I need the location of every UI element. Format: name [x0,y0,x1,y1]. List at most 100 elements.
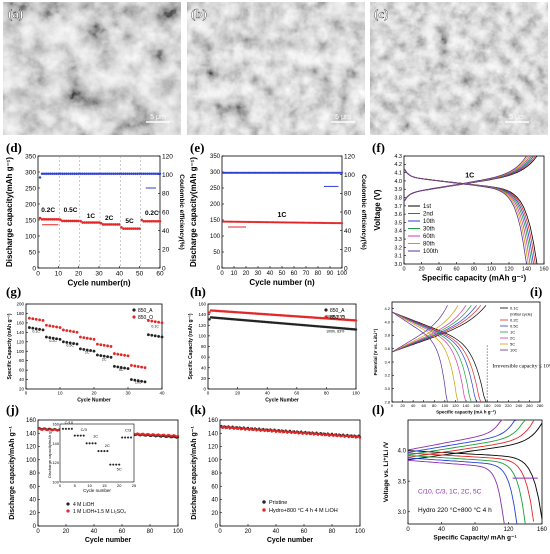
x-axis-label: Cycle Number [77,398,111,404]
discharge-curve [407,455,526,525]
y-tick-label: 60 [29,484,36,490]
inset-point [100,450,103,453]
rate-point [92,349,96,353]
legend-label: 850_O [330,315,345,321]
cycle-point [347,435,350,439]
x-axis-label: Cycle number (n) [249,278,315,287]
y-tick-label: 160 [26,418,37,424]
x-tick-label: 120 [503,527,514,533]
efficiency-point [154,172,158,175]
legend-marker [66,502,70,506]
y-axis-label: Discharge capacity(mAh g⁻¹) [189,157,198,267]
y-tick-label: 200 [16,302,24,307]
x-tick-label: 40 [159,391,165,396]
cycle-point [238,426,241,429]
legend-label: 2C [510,336,515,341]
rate-point [72,342,76,345]
y2-tick-label: 60 [162,209,170,216]
rate-point [157,334,161,338]
y-tick-label: 60 [211,484,218,490]
y2-tick-label: 40 [344,228,352,235]
capacity-point [158,219,162,223]
sem-panel-b: 5 μm (b) [187,2,365,135]
x-axis-label: Cycle Number [265,398,299,404]
inset-point [91,442,94,445]
efficiency-point [140,172,143,175]
rate-point [133,364,137,368]
inset-annotation: 5C [117,466,122,471]
rate-point [27,326,31,330]
y-tick-label: 3.6 [384,346,390,351]
inset-x-tick: 25 [132,483,137,488]
charge-curve [407,419,518,453]
rate-point [51,336,55,340]
discharge-curve [391,311,459,403]
x-tick-label: 50 [279,271,286,277]
cycle-point [208,318,211,321]
rate-point [85,336,89,340]
y-tick-label: 60 [201,355,207,360]
legend-label: 1st [423,204,431,210]
y-tick-label: 3.5 [398,479,407,485]
cycle-point [249,427,252,430]
y-tick-label: 4.1 [394,171,402,177]
x-tick-label: 0 [36,271,40,278]
legend-label: 60th [423,234,435,240]
x-tick-label: 20 [418,267,424,273]
rate-point [34,327,38,331]
x-tick-label: 80 [432,403,437,408]
inset-y-tick: 160 [52,422,59,427]
efficiency-point [73,172,76,175]
x-axis-label: Cycle number(n) [67,279,130,288]
efficiency-point [55,172,58,175]
x-tick-label: 0 [406,527,410,533]
charge-curve [391,305,448,353]
x-tick-label: 10 [55,271,63,278]
rate-point [48,336,52,340]
efficiency-point [40,172,44,175]
x-tick-label: 30 [95,271,103,278]
y-axis-label: Specific Capacity (mAh g⁻¹) [188,313,194,379]
rate-point [157,320,161,324]
cycle-point [227,426,230,429]
y-axis-label: Specific Capacity (mAh g⁻¹) [7,313,13,379]
rate-point [68,329,72,333]
efficiency-point [146,172,150,175]
x-tick-label: 60 [291,271,298,277]
efficiency-point [57,172,60,175]
cycle-point [284,430,287,433]
x-tick-label: 40 [116,271,124,278]
efficiency-point [69,172,72,175]
x-tick-label: 120 [452,403,459,408]
legend-label: 30th [423,227,435,233]
y-tick-label: 160 [16,320,24,325]
capacity-point [38,216,42,220]
efficiency-point [85,172,89,175]
y-tick-label: 60 [19,368,25,373]
rate-label: 0.1C [151,325,159,329]
inset-point [109,463,112,466]
inset-annotation: 1C [93,434,98,439]
x-tick-label: 80 [315,271,322,277]
panel-label-d: (d) [6,140,22,155]
rate-point [123,366,127,370]
rate-point [119,353,123,357]
cycle-point [358,436,362,440]
efficiency-point [148,172,152,175]
legend-label: 850_A [138,308,153,314]
chart-l: 0 40 80 120 160 3.0 3.5 4.0 Specific Capacity/ m… [383,419,548,542]
charge-curve-100th [403,155,527,202]
y-tick-label: 0 [217,266,221,272]
cycle-point [265,428,268,431]
y2-axis-label: Coulombic efficiency(%) [178,174,185,249]
cycle-point [253,427,257,431]
rate-point [78,347,82,351]
y-tick-label: 4.0 [398,449,407,455]
legend-label: 100th [423,249,438,255]
y-tick-label: 3.4 [384,359,390,364]
y2-tick-label: 20 [344,247,352,254]
annotation: 100th, 87% [326,314,345,318]
y-tick-label: 180 [16,311,24,316]
y-tick-label: 80 [201,344,207,349]
efficiency-point [87,172,91,175]
